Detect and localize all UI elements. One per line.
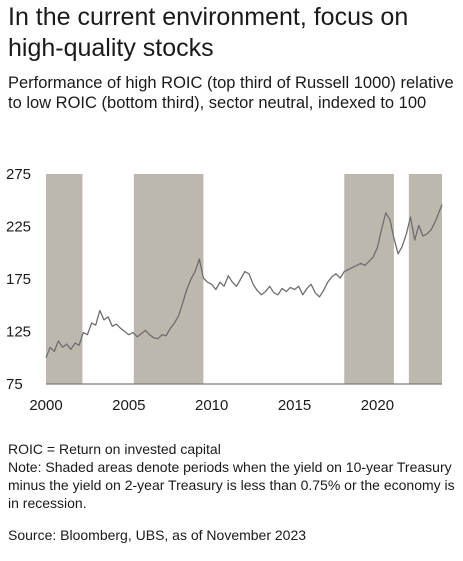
chart-subtitle: Performance of high ROIC (top third of R… (8, 73, 458, 113)
y-tick-label: 275 (6, 166, 31, 183)
x-tick-label: 2010 (195, 397, 228, 414)
shaded-periods (46, 174, 442, 384)
shaded-period-2 (134, 174, 204, 384)
chart-notes: ROIC = Return on invested capital Note: … (8, 440, 458, 544)
x-tick-label: 2005 (112, 397, 145, 414)
y-tick-label: 175 (6, 271, 31, 288)
x-tick-label: 2020 (361, 397, 394, 414)
y-tick-label: 225 (6, 219, 31, 236)
x-tick-label: 2015 (278, 397, 311, 414)
y-tick-label: 125 (6, 324, 31, 341)
shading-note: Note: Shaded areas denote periods when t… (8, 458, 458, 512)
chart-title: In the current environment, focus on hig… (8, 2, 458, 64)
shaded-period-3 (344, 174, 394, 384)
roic-definition: ROIC = Return on invested capital (8, 440, 458, 458)
y-axis-tick-labels: 75 125 175 225 275 (6, 166, 31, 393)
x-tick-label: 2000 (29, 397, 62, 414)
source-note: Source: Bloomberg, UBS, as of November 2… (8, 526, 458, 544)
y-tick-label: 75 (6, 376, 23, 393)
line-chart: 75 125 175 225 275 2000 2005 2010 2015 2020 (0, 160, 463, 425)
shaded-period-4 (409, 174, 442, 384)
x-axis-tick-labels: 2000 2005 2010 2015 2020 (29, 397, 394, 414)
shaded-period-1 (46, 174, 82, 384)
